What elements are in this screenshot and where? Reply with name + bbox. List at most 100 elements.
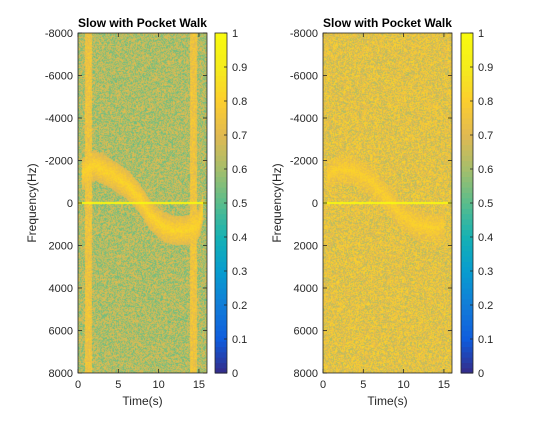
colorbar-segment: [461, 96, 473, 103]
colorbar-segment: [215, 309, 227, 316]
colorbar-segment: [215, 102, 227, 108]
colorbar-segment: [461, 351, 473, 358]
colorbar-segment: [215, 139, 227, 146]
x-tick-label: 0: [320, 379, 326, 391]
colorbar-segment: [461, 128, 473, 135]
y-tick-label: 0: [67, 198, 73, 210]
colorbar-segment: [461, 330, 473, 337]
y-tick-label: -8000: [290, 28, 318, 40]
colorbar-segment: [461, 303, 473, 310]
colorbar-tick-label: 0.6: [478, 164, 493, 176]
colorbar-segment: [215, 187, 227, 193]
colorbar-segment: [215, 208, 227, 215]
x-tick-label: 10: [398, 379, 410, 391]
colorbar-tick-label: 0.9: [232, 62, 247, 74]
colorbar-segment: [215, 54, 227, 61]
y-tick-label: 2000: [49, 241, 73, 253]
colorbar-segment: [461, 224, 473, 231]
colorbar-segment: [461, 203, 473, 209]
colorbar-segment: [461, 240, 473, 247]
colorbar-segment: [215, 213, 227, 220]
colorbar-tick-label: 0.3: [478, 266, 493, 278]
colorbar-tick-label: 1: [478, 28, 484, 40]
colorbar-tick-label: 0.3: [232, 266, 247, 278]
colorbar-segment: [461, 256, 473, 263]
colorbar-segment: [461, 335, 473, 342]
colorbar-segment: [461, 288, 473, 294]
colorbar-segment: [461, 38, 473, 45]
colorbar-tick-label: 0.2: [478, 300, 493, 312]
colorbar-tick-label: 0.4: [232, 232, 247, 244]
colorbar-segment: [461, 43, 473, 50]
colorbar-segment: [461, 48, 473, 55]
colorbar-segment: [461, 91, 473, 98]
x-tick-label: 5: [115, 379, 121, 391]
colorbar-segment: [461, 325, 473, 332]
y-tick-label: -6000: [45, 71, 73, 83]
colorbar-segment: [215, 128, 227, 135]
chart-title: Slow with Pocket Walk: [78, 16, 207, 30]
colorbar-segment: [461, 261, 473, 268]
colorbar-segment: [215, 250, 227, 257]
colorbar-segment: [215, 234, 227, 241]
colorbar-segment: [215, 80, 227, 87]
colorbar-tick-label: 0.1: [478, 334, 493, 346]
y-tick-label: 8000: [294, 368, 318, 380]
colorbar-segment: [461, 181, 473, 188]
colorbar-segment: [461, 80, 473, 87]
y-axis-label: Frequency(Hz): [270, 163, 284, 242]
colorbar-tick-label: 0: [232, 368, 238, 380]
colorbar-segment: [215, 272, 227, 278]
y-tick-label: -4000: [290, 113, 318, 125]
colorbar-segment: [461, 314, 473, 321]
colorbar-segment: [215, 335, 227, 342]
x-axis-label: Time(s): [122, 394, 162, 408]
colorbar-segment: [215, 256, 227, 263]
y-tick-label: -2000: [45, 156, 73, 168]
colorbar-segment: [215, 38, 227, 45]
y-tick-label: 2000: [294, 241, 318, 253]
colorbar-segment: [215, 266, 227, 273]
colorbar-segment: [215, 118, 227, 124]
colorbar-segment: [215, 341, 227, 348]
colorbar-segment: [461, 107, 473, 114]
colorbar: 0 0.1 0.2 0.3 0.4 0.5 0.6 0.7 0.8 0.9 1: [460, 28, 493, 380]
colorbar-tick-label: 0.7: [478, 130, 493, 142]
colorbar-segment: [215, 123, 227, 130]
colorbar-segment: [461, 272, 473, 278]
colorbar-segment: [461, 367, 473, 374]
colorbar-segment: [215, 330, 227, 337]
colorbar-segment: [215, 362, 227, 369]
colorbar-segment: [215, 298, 227, 305]
colorbar-segment: [461, 165, 473, 172]
colorbar-segment: [461, 250, 473, 257]
y-tick-label: -2000: [290, 156, 318, 168]
colorbar-segment: [461, 64, 473, 71]
colorbar-segment: [461, 160, 473, 167]
x-tick-label: 15: [193, 379, 205, 391]
colorbar: 0 0.1 0.2 0.3 0.4 0.5 0.6 0.7 0.8 0.9 1: [214, 28, 247, 380]
colorbar-segment: [215, 112, 227, 119]
colorbar-tick-label: 0.7: [232, 130, 247, 142]
x-tick-label: 15: [438, 379, 450, 391]
colorbar-segment: [461, 346, 473, 353]
colorbar-segment: [215, 70, 227, 77]
colorbar-segment: [215, 218, 227, 225]
colorbar-segment: [461, 341, 473, 348]
spectrogram-panel-1: 0 5 10 15-8000-6000-4000-200002000400060008…: [25, 16, 247, 408]
colorbar-segment: [215, 43, 227, 50]
colorbar-segment: [461, 123, 473, 130]
colorbar-segment: [461, 277, 473, 284]
colorbar-segment: [215, 155, 227, 162]
y-tick-label: 4000: [294, 283, 318, 295]
colorbar-segment: [461, 298, 473, 305]
colorbar-tick-label: 0.6: [232, 164, 247, 176]
colorbar-segment: [461, 293, 473, 300]
colorbar-segment: [215, 171, 227, 178]
y-tick-label: 8000: [49, 368, 73, 380]
colorbar-segment: [461, 357, 473, 363]
colorbar-segment: [215, 59, 227, 66]
colorbar-segment: [215, 176, 227, 183]
colorbar-segment: [461, 75, 473, 82]
colorbar-segment: [461, 192, 473, 199]
